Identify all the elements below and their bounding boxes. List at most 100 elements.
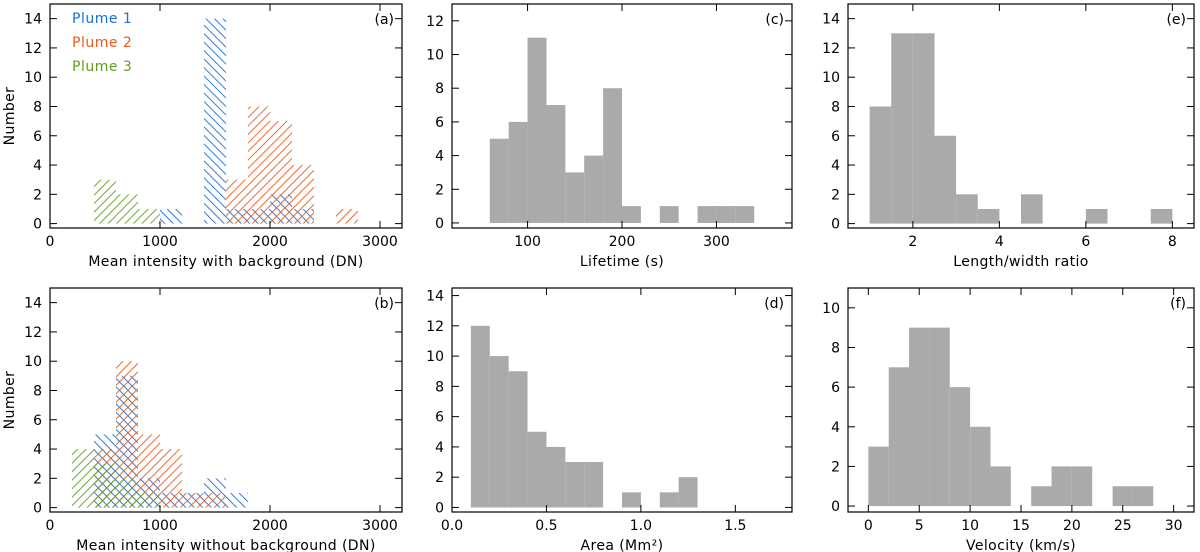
plot-frame-e [847,3,1195,229]
panel-label-f: (f) [1170,296,1186,312]
bar-d-area-1 [489,356,509,508]
bar-e-length-width-ratio-1 [891,33,913,224]
x-tick-label-f: 15 [1012,518,1030,534]
y-tick-label-c: 6 [435,115,444,131]
x-tick-label-a: 2000 [252,234,288,250]
x-tick-label-d: 1.5 [724,518,746,534]
plot-frame-a [49,3,403,229]
x-tick-label-b: 3000 [362,518,398,534]
panel-b: 0 1000 2000 3000 0 2 4 6 8 10 12 14 Mean intensity w… [2,287,403,552]
y-tick-label-b: 14 [24,296,42,312]
bar-e-length-width-ratio-4 [956,194,978,224]
y-tick-label-e: 10 [822,70,840,86]
y-tick-label-e: 2 [831,187,840,203]
y-tick-label-f: 2 [831,459,840,475]
bar-e-length-width-ratio-0 [869,106,892,224]
x-tick-label-e: 4 [995,234,1004,250]
y-tick-label-f: 4 [831,420,840,436]
y-tick-label-e: 14 [822,12,840,28]
bar-c-lifetime-4 [565,172,585,223]
x-axis-label-b: Mean intensity without background (DN) [76,538,375,552]
y-tick-label-a: 4 [33,158,42,174]
x-axis-label-a: Mean intensity with background (DN) [88,254,363,270]
bar-a-plume-3-2 [138,208,160,224]
panel-label-e: (e) [1166,12,1186,28]
x-tick-label-f: 5 [915,518,924,534]
x-tick-label-d: 0.5 [535,518,557,534]
bar-a-plume-3-1 [116,194,138,224]
bar-b-plume-2-3 [160,449,182,508]
x-axis-label-f: Velocity (km/s) [966,538,1076,552]
y-tick-label-d: 0 [435,500,444,516]
y-tick-label-b: 0 [33,501,42,517]
bar-e-length-width-ratio-3 [934,135,957,224]
bar-a-plume-3-0 [94,179,116,224]
bar-c-lifetime-11 [735,206,755,223]
bar-c-lifetime-8 [659,206,679,223]
panel-f: 0 5 10 15 20 25 30 0 2 4 6 8 10 Velocity (km/s) (f) [822,287,1195,552]
bar-c-lifetime-9 [697,206,717,223]
y-axis-label-b: Number [2,371,18,430]
plot-frame-d [451,287,793,513]
x-tick-label-f: 10 [961,518,979,534]
bar-b-plume-3-2 [116,478,138,508]
bar-b-plume-2-4 [182,492,204,508]
bar-f-velocity-8 [1051,466,1072,507]
bar-c-lifetime-5 [584,155,604,223]
y-tick-label-f: 8 [831,340,840,356]
bar-a-plume-1-1 [204,18,226,224]
y-tick-label-c: 10 [426,48,444,64]
x-axis-label-e: Length/width ratio [953,254,1089,270]
bar-e-length-width-ratio-5 [977,208,1000,224]
y-tick-label-a: 10 [24,70,42,86]
bar-b-plume-2-5 [204,492,226,508]
bar-b-plume-3-1 [94,463,116,508]
bar-a-plume-1-0 [160,208,182,224]
x-tick-label-c: 100 [514,234,541,250]
bar-d-area-8 [659,492,679,508]
plot-frame-b [49,287,403,513]
bar-c-lifetime-7 [622,206,641,223]
y-tick-label-d: 10 [426,349,444,365]
bar-b-plume-2-2 [138,434,160,508]
x-tick-label-b: 0 [46,518,55,534]
bar-f-velocity-0 [868,446,889,507]
bar-f-velocity-9 [1071,466,1093,507]
bar-c-lifetime-1 [508,121,528,223]
y-tick-label-a: 6 [33,129,42,145]
bar-c-lifetime-6 [603,88,622,223]
y-tick-label-d: 14 [426,289,444,305]
x-tick-label-c: 200 [609,234,636,250]
bar-f-velocity-6 [990,466,1011,507]
x-tick-label-e: 6 [1081,234,1090,250]
y-tick-label-b: 12 [24,325,42,341]
bar-f-velocity-7 [1031,486,1052,507]
y-tick-label-e: 6 [831,129,840,145]
y-tick-label-a: 8 [33,99,42,115]
bar-f-velocity-10 [1112,486,1133,507]
x-tick-label-f: 25 [1114,518,1132,534]
bar-f-velocity-5 [970,426,991,507]
x-tick-label-d: 0.0 [441,518,463,534]
y-tick-label-a: 0 [33,217,42,233]
bar-b-plume-3-0 [72,449,94,508]
y-tick-label-c: 12 [426,14,444,30]
y-tick-label-e: 8 [831,99,840,115]
y-tick-label-c: 4 [435,149,444,165]
y-tick-label-d: 2 [435,470,444,486]
y-tick-label-e: 4 [831,158,840,174]
bar-b-plume-2-1 [116,361,138,508]
x-tick-label-e: 8 [1168,234,1177,250]
legend-plume-3: Plume 3 [72,59,132,75]
panel-c: 100 200 300 0 2 4 6 8 10 12 Lifetime (s) (c) [426,3,793,270]
panel-label-d: (d) [764,296,784,312]
bar-c-lifetime-10 [716,206,736,223]
x-tick-label-a: 3000 [362,234,398,250]
bar-d-area-0 [470,325,490,508]
bar-a-plume-2-2 [270,121,292,224]
x-tick-label-f: 30 [1165,518,1183,534]
panel-d: 0.0 0.5 1.0 1.5 0 2 4 6 8 10 12 14 Area (Mm²) (d) [426,287,793,552]
x-tick-label-f: 20 [1063,518,1081,534]
y-tick-label-e: 12 [822,41,840,57]
